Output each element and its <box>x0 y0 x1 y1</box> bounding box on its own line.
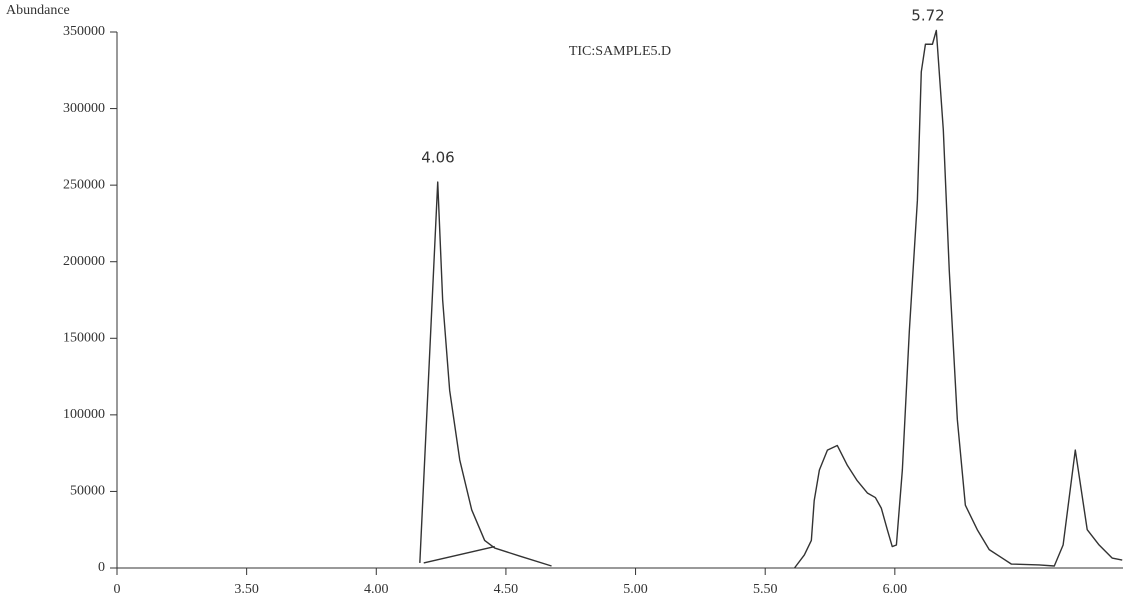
y-tick-label: 250000 <box>63 177 105 192</box>
y-tick-label: 300000 <box>63 101 105 116</box>
peak-label: 5.72 <box>911 7 944 25</box>
y-tick-label: 50000 <box>70 484 105 499</box>
x-tick-label: 3.50 <box>234 582 259 597</box>
y-tick-label: 150000 <box>63 331 105 346</box>
x-tick-label: 4.50 <box>494 582 519 597</box>
y-axis-label: Abundance <box>6 3 70 18</box>
x-tick-label: 4.00 <box>364 582 389 597</box>
y-tick-label: 350000 <box>63 24 105 39</box>
trace-line <box>423 545 495 564</box>
x-tick-label: 5.50 <box>753 582 778 597</box>
trace-line <box>419 181 552 567</box>
chart-title: TIC:SAMPLE5.D <box>569 44 671 59</box>
x-origin-label: 0 <box>114 582 121 597</box>
y-tick-label: 200000 <box>63 254 105 269</box>
y-tick-label: 100000 <box>63 407 105 422</box>
y-tick-label: 0 <box>98 560 105 575</box>
x-tick-label: 6.00 <box>883 582 908 597</box>
x-tick-label: 5.00 <box>623 582 648 597</box>
peak-label: 4.06 <box>421 149 454 167</box>
trace-line <box>793 29 1123 569</box>
